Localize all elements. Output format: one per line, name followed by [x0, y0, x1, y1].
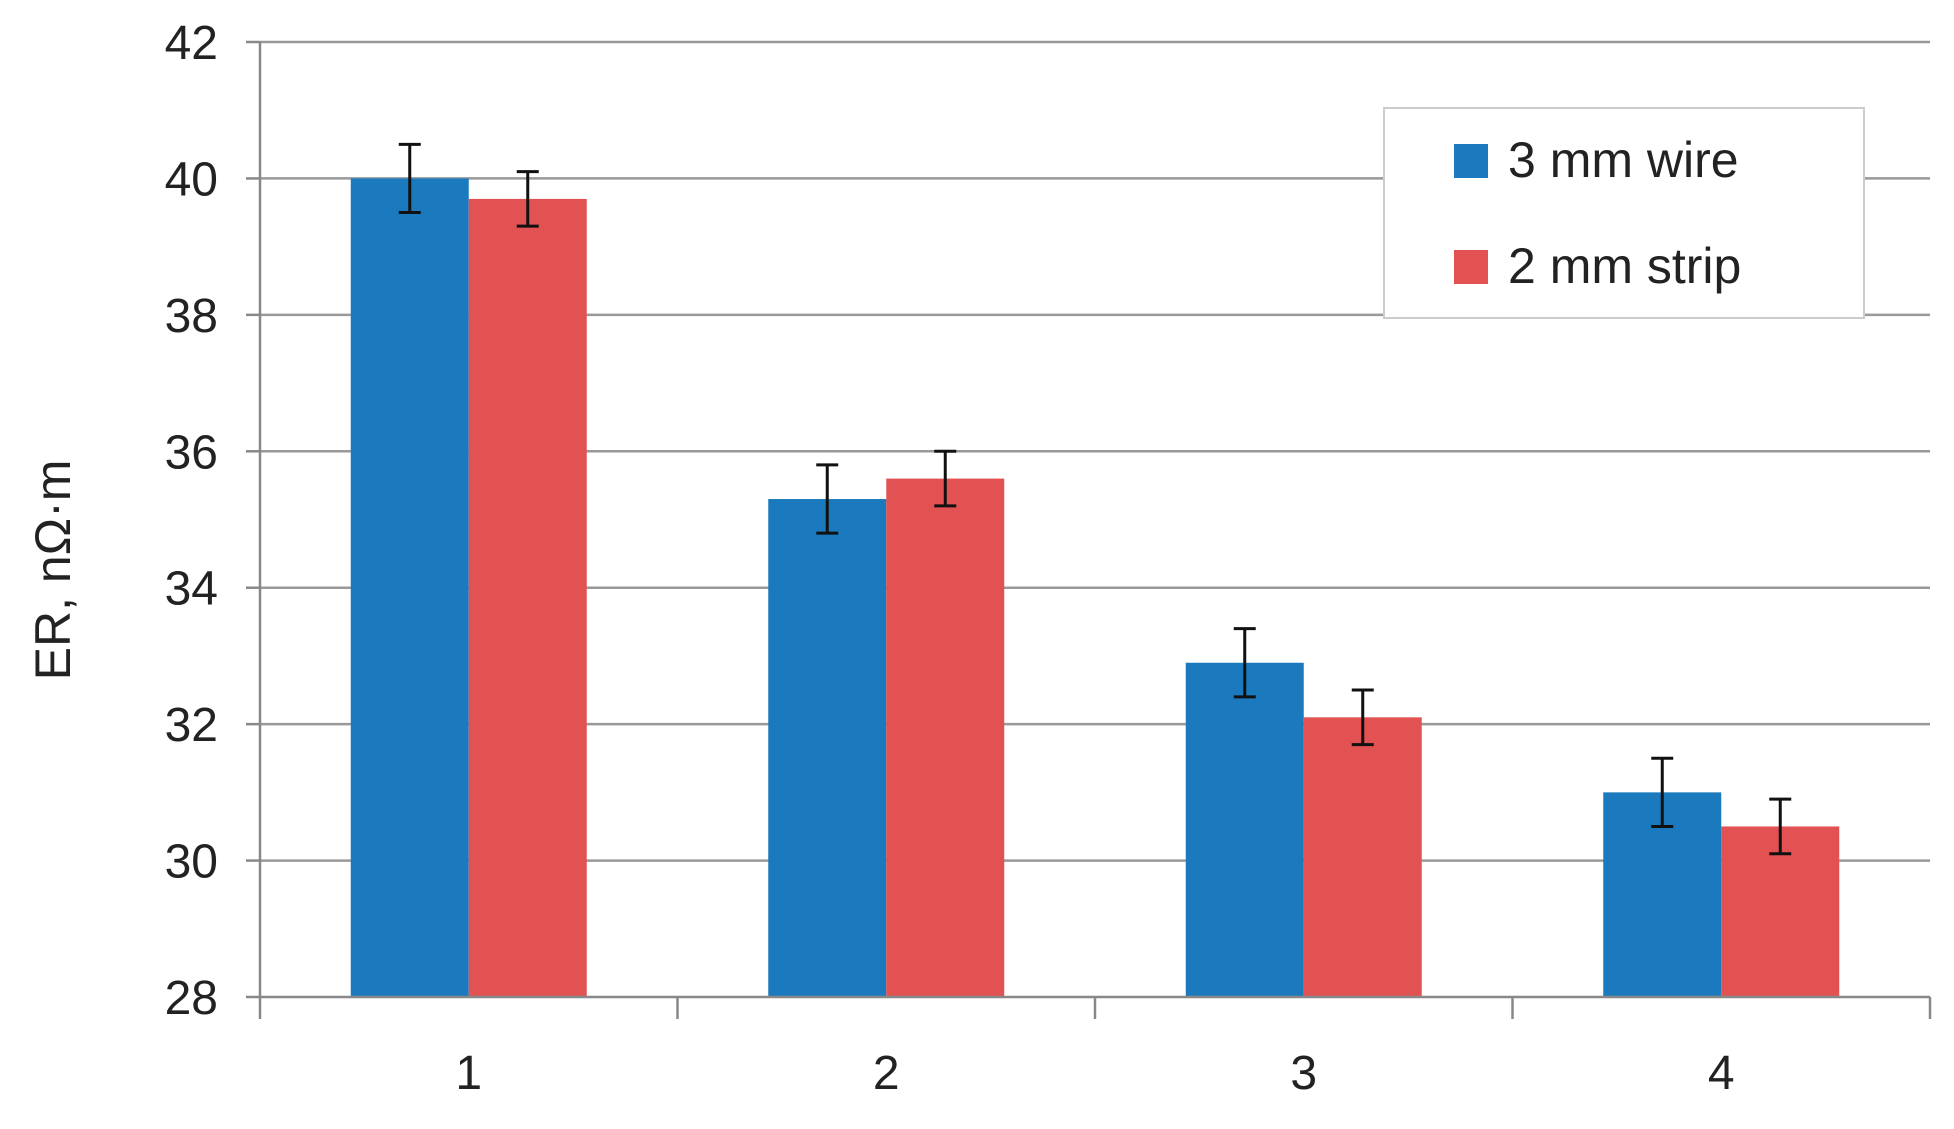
bar-2-mm-strip-1: [468, 198, 587, 998]
legend-swatch: [1454, 250, 1488, 284]
legend-label: 2 mm strip: [1508, 238, 1741, 294]
bar-2-mm-strip-3: [1303, 717, 1422, 997]
bar-3-mm-wire-2: [768, 499, 887, 997]
y-tick-label: 30: [165, 836, 218, 889]
error-bars: [398, 142, 1792, 856]
x-tick-label: 1: [455, 1047, 482, 1100]
x-tick-label: 2: [873, 1047, 900, 1100]
legend: 3 mm wire 2 mm strip: [1383, 107, 1865, 319]
legend-label: 3 mm wire: [1508, 132, 1739, 188]
legend-swatch: [1454, 144, 1488, 178]
y-axis-title: ER, nΩ·m: [25, 460, 81, 681]
y-tick-label: 34: [165, 563, 218, 616]
y-tick-label: 40: [165, 153, 218, 206]
bar-3-mm-wire-1: [350, 178, 469, 997]
y-tick-label: 38: [165, 290, 218, 343]
bar-3-mm-wire-3: [1185, 662, 1304, 997]
bars: [350, 178, 1840, 998]
x-tick-label: 4: [1708, 1047, 1735, 1100]
y-tick-label: 42: [165, 17, 218, 70]
y-tick-label: 32: [165, 699, 218, 752]
x-tick-label: 3: [1290, 1047, 1317, 1100]
y-tick-label: 28: [165, 972, 218, 1025]
bar-2-mm-strip-2: [886, 478, 1005, 998]
y-tick-label: 36: [165, 426, 218, 479]
